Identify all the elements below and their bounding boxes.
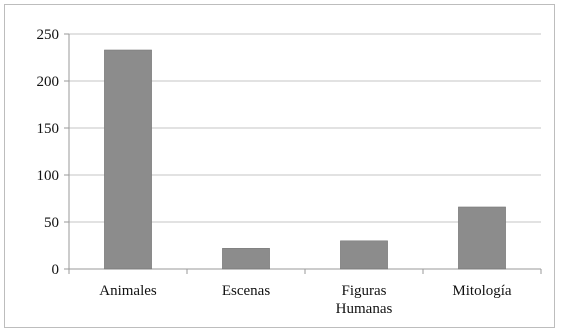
x-category-labels: Animales Escenas Figuras Humanas Mitología (99, 283, 512, 317)
y-tick-label: 250 (37, 27, 60, 43)
y-tick-label: 100 (37, 168, 60, 184)
bar-escenas (222, 248, 270, 270)
x-category-label: Escenas (222, 283, 270, 299)
y-tick-label: 50 (44, 215, 59, 231)
x-category-label: Figuras Humanas (336, 283, 393, 317)
x-category-label: Mitología (452, 283, 512, 299)
x-category-label: Animales (99, 283, 157, 299)
bars (104, 49, 506, 270)
y-tick-label: 200 (37, 74, 60, 90)
chart-frame (4, 4, 555, 328)
bar-mitología (458, 206, 506, 270)
bar-figuras-humanas (340, 240, 388, 270)
bar-animales (104, 49, 152, 270)
y-tick-label: 150 (37, 121, 60, 137)
y-tick-labels: 0 50 100 150 200 250 (37, 27, 60, 278)
y-tick-label: 0 (52, 262, 60, 278)
